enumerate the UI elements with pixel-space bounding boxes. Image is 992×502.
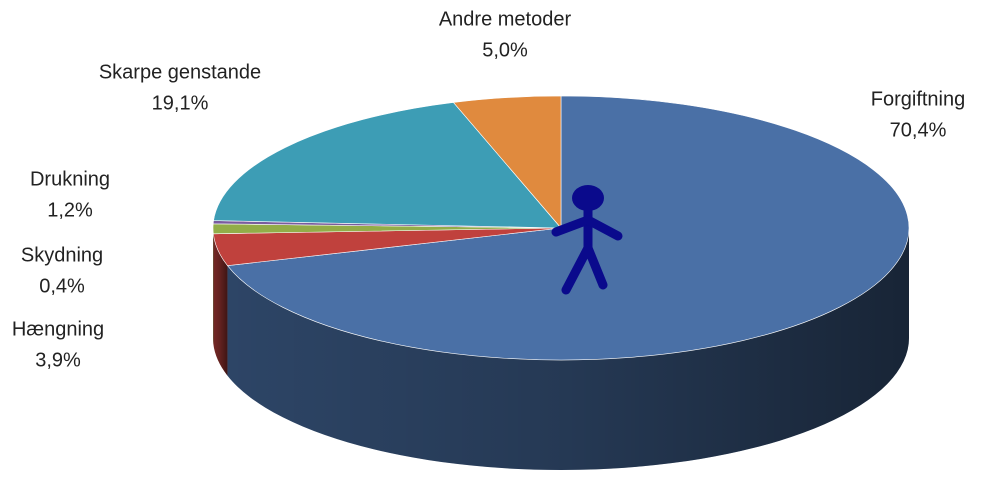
slice-value-label: 19,1% [152, 92, 209, 114]
figure-leg [583, 243, 608, 290]
slice-value-label: 0,4% [39, 275, 85, 297]
slice-label: Skydning [21, 244, 103, 266]
figure-head [572, 185, 604, 211]
slice-value-label: 1,2% [47, 199, 93, 221]
pie-slice [452, 95, 562, 229]
figure-leg [561, 243, 593, 295]
slice-label: Andre metoder [439, 8, 572, 30]
figure-arm [551, 215, 593, 237]
figure-arm [583, 215, 623, 241]
slice-value-label: 5,0% [482, 39, 528, 61]
slice-value-label: 70,4% [890, 119, 947, 141]
pie-side-shade [227, 228, 909, 471]
slice-label: Drukning [30, 168, 110, 190]
slice-value-label: 3,9% [35, 349, 81, 371]
slice-label: Forgiftning [871, 88, 966, 110]
pie-sides [213, 228, 909, 471]
pie-slice [213, 102, 562, 229]
slice-label: Skarpe genstande [99, 61, 261, 83]
slice-label: Hængning [12, 318, 104, 340]
pie-side-shade [213, 233, 228, 376]
labels: Forgiftning 70,4% Hængning 3,9% Drukning 1,2%… [12, 8, 965, 371]
stick-figure [551, 185, 623, 295]
